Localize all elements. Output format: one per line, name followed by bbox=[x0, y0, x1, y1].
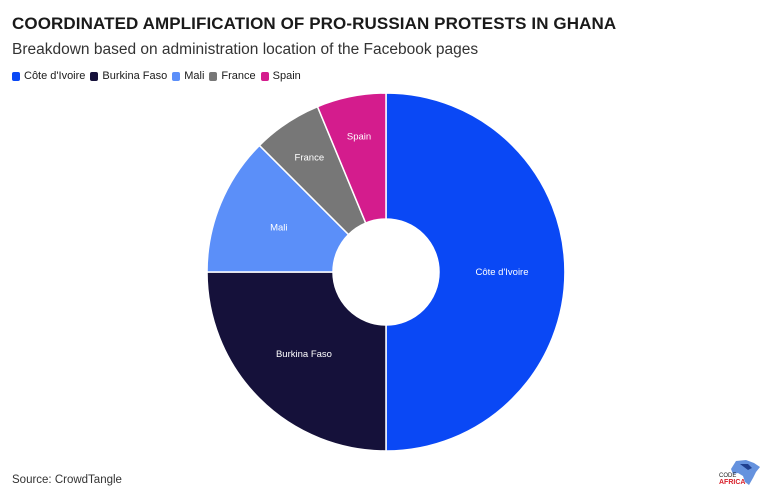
logo-text-bottom: AFRICA bbox=[719, 479, 745, 486]
legend-label: Burkina Faso bbox=[102, 70, 168, 82]
slice-label: France bbox=[295, 152, 325, 163]
slice-label: Mali bbox=[270, 223, 287, 234]
legend-item: Spain bbox=[260, 70, 301, 82]
slice-label: Burkina Faso bbox=[276, 349, 332, 360]
logo-text-top: CODE bbox=[719, 473, 736, 479]
legend-label: Spain bbox=[272, 70, 301, 82]
donut-slice bbox=[206, 144, 350, 273]
legend-item: France bbox=[209, 70, 256, 82]
donut-slice bbox=[385, 92, 566, 452]
africa-map-icon bbox=[731, 460, 760, 485]
chart-title: COORDINATED AMPLIFICATION OF PRO-RUSSIAN… bbox=[12, 14, 617, 33]
legend-label: Côte d'Ivoire bbox=[24, 70, 86, 82]
legend-item: Burkina Faso bbox=[90, 70, 167, 82]
legend-swatch bbox=[172, 71, 181, 81]
donut-slice bbox=[316, 92, 387, 225]
legend-swatch bbox=[209, 71, 218, 81]
legend-swatch bbox=[12, 71, 20, 81]
source-note: Source: CrowdTangle bbox=[12, 474, 122, 486]
legend-swatch bbox=[90, 71, 99, 81]
legend-swatch bbox=[260, 71, 269, 81]
chart-legend: Côte d'Ivoire Burkina Faso Mali France Spain bbox=[12, 70, 306, 82]
legend-item: Côte d'Ivoire bbox=[12, 70, 85, 82]
slice-label: Spain bbox=[347, 132, 371, 143]
legend-label: Mali bbox=[184, 70, 205, 82]
legend-label: France bbox=[221, 70, 256, 82]
donut-slice bbox=[206, 271, 387, 452]
legend-item: Mali bbox=[172, 70, 204, 82]
slice-label: Côte d'Ivoire bbox=[475, 267, 528, 278]
code-for-africa-logo: CODE AFRICA bbox=[719, 460, 760, 486]
chart-subtitle: Breakdown based on administration locati… bbox=[12, 41, 479, 58]
